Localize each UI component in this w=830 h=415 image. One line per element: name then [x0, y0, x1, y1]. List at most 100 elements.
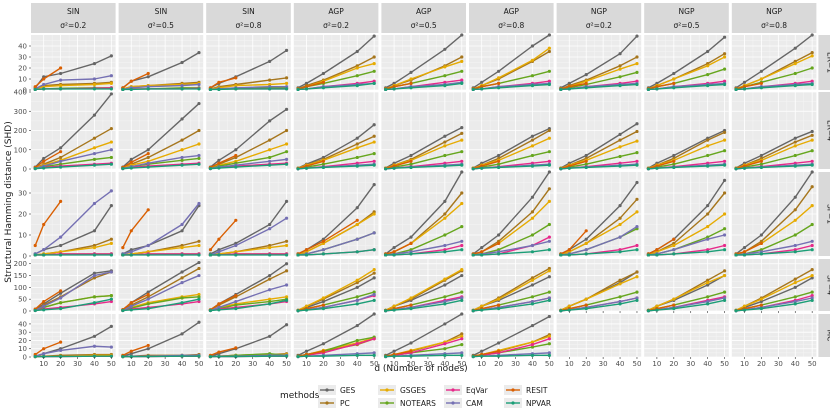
- data-point: [706, 138, 710, 142]
- data-point: [409, 153, 413, 158]
- data-point: [706, 250, 710, 254]
- data-point: [635, 55, 639, 59]
- data-point: [372, 69, 376, 73]
- data-point: [672, 81, 676, 85]
- data-point: [460, 337, 464, 341]
- data-point: [42, 222, 46, 227]
- data-point: [460, 126, 464, 130]
- panel: [556, 172, 642, 257]
- data-point: [655, 85, 659, 89]
- data-point: [129, 166, 133, 170]
- column-strip: NGP σ²=0.5: [644, 3, 729, 33]
- data-point: [372, 159, 376, 163]
- data-point: [268, 222, 272, 227]
- data-point: [497, 165, 501, 170]
- data-point: [372, 337, 376, 341]
- data-point: [722, 82, 727, 87]
- data-point: [618, 302, 622, 306]
- data-point: [355, 278, 359, 282]
- data-point: [129, 301, 133, 305]
- column-strip-label: NGP: [766, 7, 782, 16]
- data-point: [321, 86, 326, 90]
- column-strip: SIN σ²=0.8: [206, 3, 291, 33]
- data-point: [759, 241, 764, 245]
- data-point: [793, 153, 797, 158]
- column-strip-sigma: σ²=0.5: [411, 21, 437, 30]
- data-point: [722, 163, 727, 167]
- data-point: [268, 159, 272, 163]
- data-point: [793, 295, 797, 299]
- data-point: [321, 165, 326, 170]
- data-point: [409, 70, 413, 74]
- data-point: [197, 266, 201, 271]
- data-point: [372, 248, 376, 252]
- data-point: [480, 253, 484, 257]
- data-point: [372, 292, 376, 297]
- data-point: [443, 277, 447, 281]
- data-point: [810, 248, 814, 252]
- data-point: [321, 354, 326, 358]
- data-point: [497, 307, 501, 311]
- data-point: [284, 239, 289, 243]
- data-point: [530, 278, 535, 282]
- data-point: [42, 166, 46, 170]
- data-point: [443, 80, 447, 84]
- data-point: [109, 81, 113, 85]
- column-strip: NGP σ²=0.8: [731, 3, 817, 33]
- y-tick-label: 0: [23, 87, 27, 95]
- data-point: [372, 34, 376, 38]
- data-point: [146, 347, 150, 351]
- data-point: [672, 86, 676, 90]
- data-point: [146, 165, 150, 169]
- data-point: [646, 87, 651, 92]
- x-tick-label: 40: [528, 360, 537, 368]
- data-point: [92, 301, 97, 305]
- data-point: [460, 150, 464, 154]
- legend-swatch-point: [451, 388, 455, 392]
- data-point: [584, 237, 588, 241]
- data-point: [33, 308, 37, 313]
- data-point: [321, 162, 326, 166]
- data-point: [129, 160, 133, 164]
- data-point: [460, 225, 464, 229]
- data-point: [372, 183, 376, 187]
- y-tick-label: 10: [18, 345, 27, 353]
- y-axis-title: Structural Hamming distance (SHD): [4, 121, 14, 282]
- data-point: [443, 74, 447, 78]
- data-point: [42, 156, 46, 161]
- data-point: [92, 334, 97, 338]
- data-point: [146, 161, 150, 165]
- y-tick-label: 300: [14, 108, 27, 116]
- data-point: [547, 248, 551, 252]
- panel: [206, 35, 291, 92]
- data-point: [197, 128, 201, 133]
- panel: [31, 35, 116, 92]
- data-point: [409, 341, 413, 345]
- data-point: [208, 308, 213, 313]
- row-strip-label: SF−1: [825, 204, 830, 224]
- data-point: [372, 81, 376, 85]
- x-tick-label: 40: [791, 360, 800, 368]
- data-point: [284, 150, 289, 154]
- data-point: [372, 271, 376, 275]
- data-point: [268, 354, 272, 358]
- data-point: [635, 290, 639, 294]
- data-point: [33, 167, 37, 171]
- data-point: [547, 334, 551, 338]
- column-strip-label: SIN: [155, 7, 168, 16]
- x-tick-label: 30: [336, 360, 345, 368]
- legend-item: GES: [318, 385, 356, 395]
- x-tick-label: 30: [774, 360, 783, 368]
- data-point: [793, 164, 797, 168]
- data-point: [460, 334, 464, 338]
- data-point: [109, 241, 113, 245]
- data-point: [146, 85, 150, 89]
- data-point: [793, 233, 797, 237]
- panel: [731, 170, 817, 257]
- x-tick-label: 30: [73, 360, 82, 368]
- data-point: [59, 289, 63, 293]
- panel: [731, 259, 817, 313]
- data-point: [180, 354, 184, 358]
- data-point: [146, 71, 150, 76]
- data-point: [443, 299, 447, 304]
